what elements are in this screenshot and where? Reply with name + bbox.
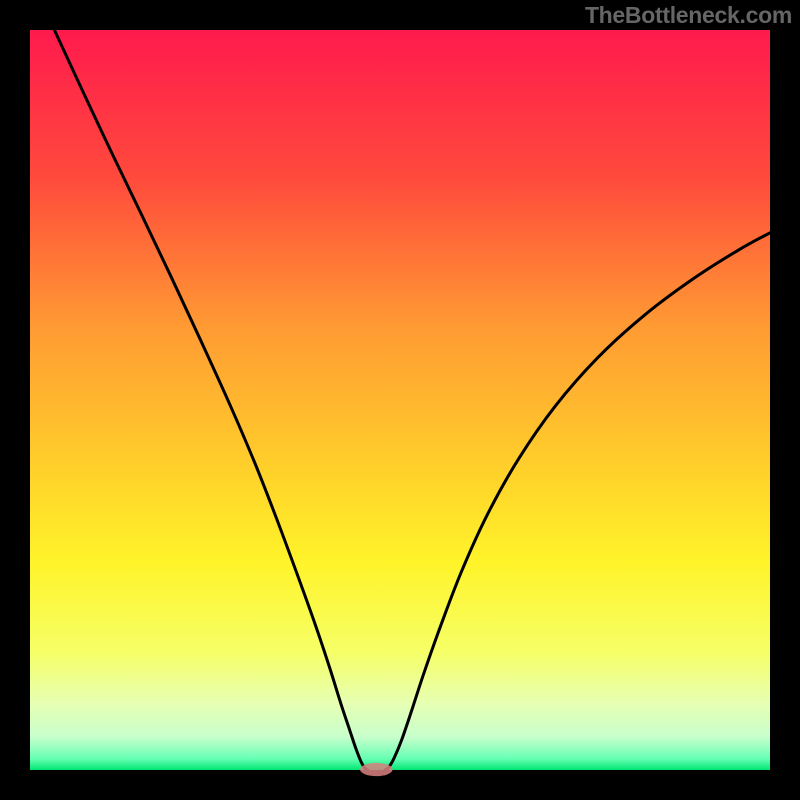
chart-container: TheBottleneck.com	[0, 0, 800, 800]
watermark-text: TheBottleneck.com	[585, 2, 792, 29]
chart-gradient-bg	[30, 30, 770, 770]
minimum-marker	[360, 763, 393, 776]
bottleneck-chart	[0, 0, 800, 800]
